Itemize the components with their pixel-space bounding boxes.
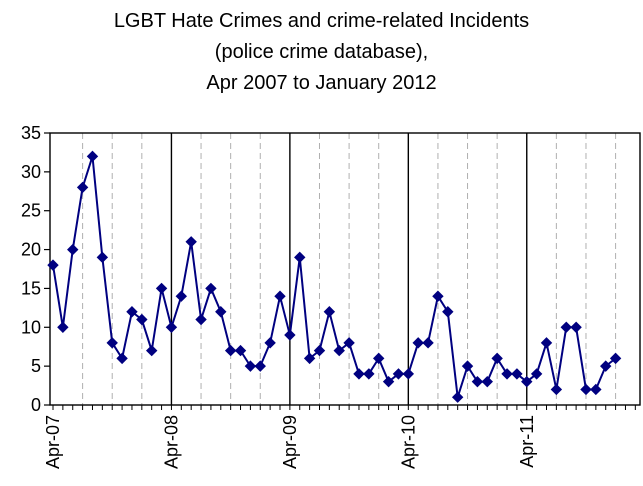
data-point — [294, 251, 306, 264]
data-point — [540, 337, 553, 349]
data-point — [136, 313, 148, 326]
x-tick-label: Apr-11 — [517, 415, 537, 468]
data-point — [481, 375, 493, 388]
data-series — [52, 155, 617, 399]
data-point — [323, 306, 336, 318]
data-point — [215, 306, 227, 318]
x-tick-label: Apr-08 — [161, 415, 181, 469]
data-point — [205, 282, 217, 295]
data-point — [244, 360, 257, 372]
axes — [44, 132, 641, 410]
series-line — [52, 155, 617, 399]
data-point — [412, 337, 424, 349]
data-point — [343, 337, 355, 349]
data-point — [67, 243, 79, 256]
x-axis-tick-labels: Apr-07 Apr-08 Apr-09 Apr-10 Apr-11 — [43, 415, 537, 469]
data-point — [491, 352, 503, 365]
data-point — [195, 313, 207, 326]
data-point — [600, 360, 612, 372]
data-point — [363, 368, 375, 380]
data-point — [57, 321, 69, 333]
y-tick-label: 25 — [21, 201, 41, 221]
data-point — [116, 352, 128, 365]
x-tick-label: Apr-09 — [280, 415, 300, 469]
y-axis-tick-labels: 0 5 10 15 20 25 30 35 — [21, 123, 41, 415]
data-point — [580, 383, 592, 396]
data-point — [521, 375, 533, 388]
data-point — [333, 344, 345, 357]
data-point — [155, 282, 168, 295]
data-point — [165, 321, 178, 333]
data-point — [560, 321, 572, 333]
x-tick-label: Apr-07 — [43, 415, 63, 469]
data-point — [303, 352, 316, 365]
data-point — [224, 344, 237, 357]
data-point — [254, 360, 266, 372]
y-tick-label: 30 — [21, 162, 41, 182]
data-point — [392, 368, 405, 380]
data-point — [373, 352, 385, 365]
y-tick-label: 0 — [31, 395, 41, 415]
data-point — [432, 290, 444, 302]
data-point — [471, 375, 484, 388]
chart-title-line-2: (police crime database), — [214, 41, 429, 63]
y-tick-label: 35 — [21, 123, 41, 143]
data-point — [590, 383, 602, 396]
data-point — [86, 150, 99, 163]
plot-area — [49, 132, 641, 406]
data-point — [609, 352, 622, 365]
y-tick-label: 10 — [21, 317, 41, 337]
data-point — [570, 321, 582, 333]
data-point — [76, 181, 89, 194]
data-point — [274, 290, 286, 302]
x-tick-label: Apr-10 — [398, 415, 418, 469]
data-point — [461, 360, 474, 372]
chart-title-line-3: Apr 2007 to January 2012 — [206, 72, 437, 94]
data-point — [234, 344, 247, 357]
data-point — [185, 236, 197, 248]
data-point — [353, 368, 365, 380]
data-point — [422, 337, 434, 349]
data-point — [284, 329, 296, 341]
y-tick-label: 5 — [31, 356, 41, 376]
data-point — [442, 306, 454, 318]
data-point — [402, 368, 415, 380]
data-point — [550, 383, 563, 396]
data-point — [96, 251, 109, 264]
data-point — [382, 375, 395, 388]
data-point — [145, 344, 158, 357]
data-point — [47, 259, 59, 271]
data-point — [106, 337, 118, 349]
data-point — [313, 344, 326, 357]
grid-lines — [82, 133, 617, 405]
data-markers — [47, 150, 622, 403]
data-point — [264, 337, 276, 349]
data-point — [126, 306, 138, 318]
data-point — [451, 391, 464, 403]
data-point — [530, 368, 543, 380]
chart-title: LGBT Hate Crimes and crime-related Incid… — [0, 6, 643, 99]
data-point — [511, 368, 523, 380]
data-point — [175, 290, 188, 302]
data-point — [501, 368, 513, 380]
chart-title-line-1: LGBT Hate Crimes and crime-related Incid… — [113, 10, 530, 32]
y-tick-label: 20 — [21, 240, 41, 260]
y-tick-label: 15 — [21, 278, 41, 298]
